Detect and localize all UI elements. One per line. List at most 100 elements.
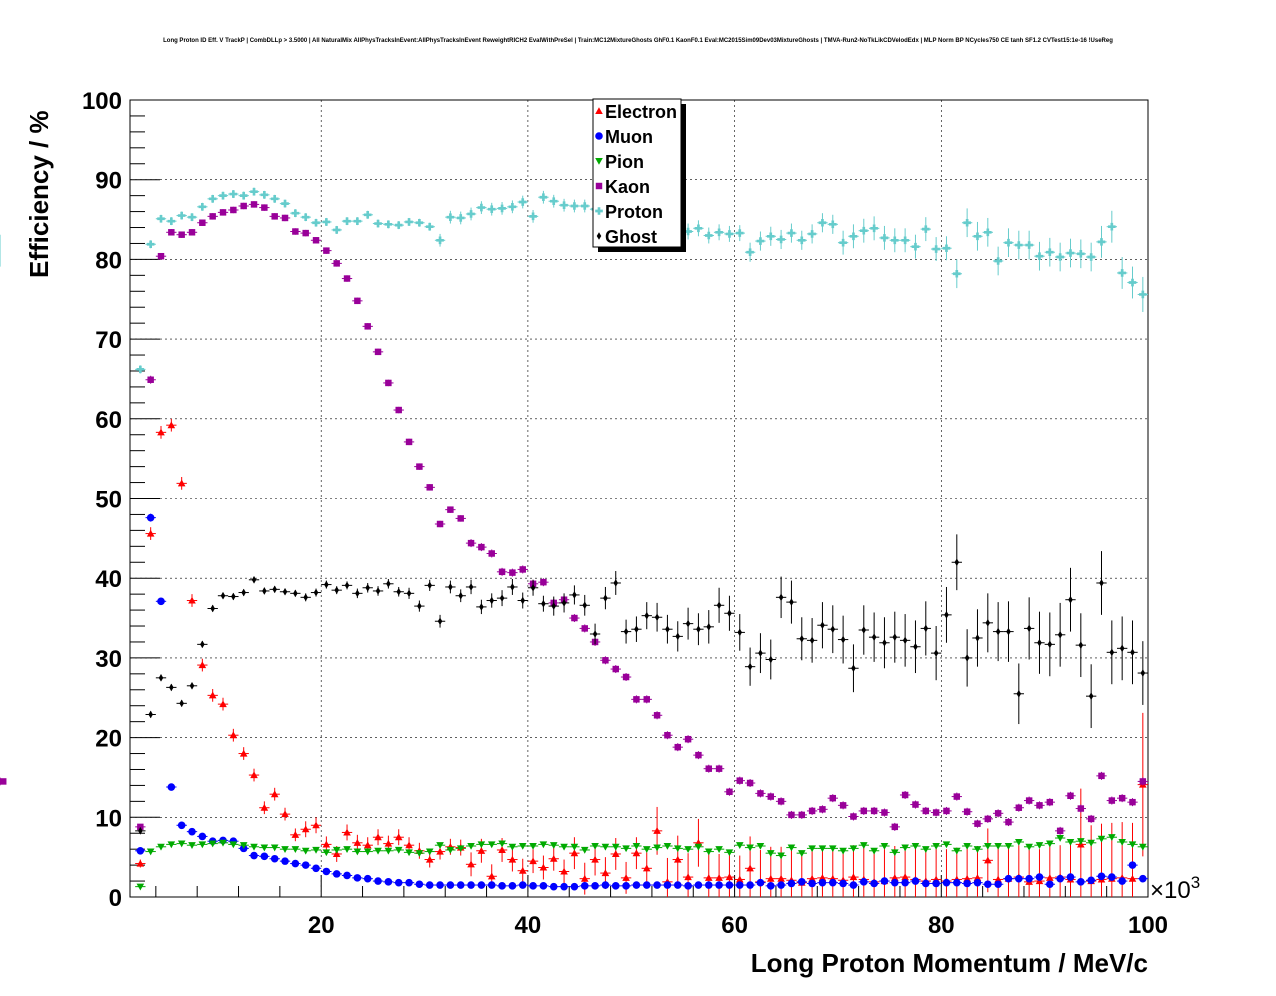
- data-point: [1046, 798, 1054, 806]
- data-point: [230, 206, 237, 214]
- data-point: [943, 807, 950, 815]
- data-point: [973, 232, 982, 241]
- data-point: [446, 881, 455, 889]
- x-tick-label: 40: [515, 912, 542, 939]
- data-point: [323, 247, 330, 254]
- y-tick-label: 0: [109, 885, 122, 912]
- data-point: [653, 827, 661, 834]
- data-point: [477, 841, 486, 849]
- data-point: [529, 842, 537, 850]
- data-point: [684, 882, 692, 890]
- data-point: [425, 222, 434, 231]
- data-point: [365, 583, 370, 592]
- data-point: [892, 633, 898, 641]
- data-point: [260, 803, 269, 811]
- data-point: [818, 845, 827, 853]
- data-point: [148, 710, 153, 719]
- data-point: [436, 881, 444, 889]
- data-point: [777, 798, 785, 805]
- data-point: [881, 809, 888, 816]
- data-point: [1004, 842, 1013, 850]
- data-point: [1108, 873, 1116, 881]
- data-point: [1139, 843, 1147, 851]
- data-point: [694, 843, 703, 851]
- data-point: [1037, 638, 1042, 647]
- data-point: [198, 661, 207, 669]
- data-point: [675, 632, 681, 641]
- data-point: [984, 815, 992, 823]
- data-point: [539, 882, 548, 890]
- data-point: [860, 807, 868, 815]
- data-point: [756, 237, 765, 245]
- data-point: [737, 628, 743, 637]
- data-point: [208, 195, 217, 203]
- data-point: [456, 845, 465, 853]
- data-point: [499, 594, 505, 602]
- data-point: [136, 365, 145, 374]
- data-point: [188, 596, 196, 604]
- data-point: [1047, 640, 1053, 649]
- data-point: [467, 842, 475, 850]
- legend-marker-pion: [595, 157, 603, 165]
- data-point: [829, 794, 837, 802]
- data-point: [167, 421, 176, 429]
- x-tick-labels: 20 40 60 80 100: [308, 912, 1168, 939]
- data-point: [963, 808, 971, 815]
- data-point: [611, 850, 620, 858]
- data-point: [177, 211, 186, 220]
- data-point: [436, 847, 444, 855]
- data-point: [302, 229, 309, 237]
- data-point: [953, 793, 961, 800]
- data-point: [746, 779, 754, 787]
- data-point: [498, 568, 506, 576]
- data-point: [457, 515, 464, 522]
- data-point: [343, 871, 351, 880]
- data-point: [448, 583, 453, 591]
- data-point: [312, 846, 320, 854]
- data-point: [963, 879, 971, 888]
- data-point: [870, 879, 878, 888]
- data-point: [208, 840, 217, 848]
- data-point: [425, 881, 434, 889]
- data-point: [1087, 253, 1095, 261]
- data-point: [612, 665, 619, 673]
- data-point: [746, 881, 754, 889]
- data-point: [426, 484, 433, 491]
- data-point: [343, 846, 351, 853]
- data-point: [695, 751, 702, 759]
- data-point: [281, 846, 289, 853]
- y-tick-label: 50: [95, 487, 122, 514]
- data-point: [601, 843, 610, 851]
- data-point: [911, 842, 920, 850]
- data-point: [901, 844, 909, 852]
- data-point: [167, 783, 176, 791]
- data-point: [890, 849, 899, 857]
- series-ghost: [135, 534, 1148, 835]
- data-point: [415, 880, 424, 889]
- data-point: [797, 850, 806, 857]
- data-point: [580, 882, 589, 890]
- legend-box: [592, 98, 682, 248]
- data-point: [146, 848, 155, 856]
- data-point: [1098, 772, 1105, 780]
- series-muon: [135, 513, 1148, 891]
- data-point: [250, 187, 258, 196]
- data-point: [458, 591, 464, 600]
- data-point: [219, 839, 227, 847]
- data-point: [292, 228, 299, 235]
- data-point: [1139, 290, 1147, 299]
- data-point: [468, 583, 474, 591]
- data-point: [921, 846, 930, 853]
- data-point: [1067, 792, 1074, 800]
- data-point: [157, 214, 165, 223]
- data-point: [177, 840, 186, 848]
- data-point: [1046, 248, 1054, 257]
- data-point: [901, 873, 909, 881]
- data-point: [560, 867, 568, 875]
- data-point: [871, 633, 877, 641]
- data-point: [394, 833, 403, 841]
- data-point: [622, 673, 630, 681]
- data-point: [416, 463, 423, 470]
- data-point: [673, 881, 682, 889]
